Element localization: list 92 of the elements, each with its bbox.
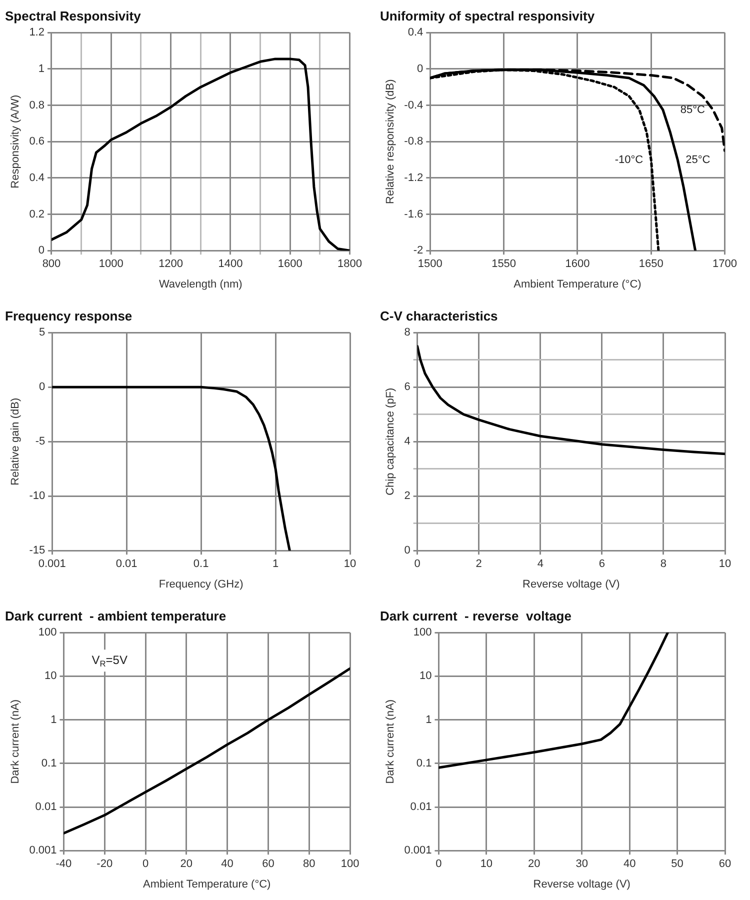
y-axis-title: Relative gain (dB)	[10, 398, 22, 486]
y-tick-label: 10	[419, 670, 432, 682]
x-tick-label: 1200	[158, 258, 184, 270]
x-tick-label: 1700	[712, 258, 738, 270]
series-label: 25°C	[686, 154, 710, 166]
y-tick-label: 0	[417, 62, 424, 75]
x-tick-label: 1500	[418, 258, 442, 270]
chart-title: C-V characteristics	[380, 308, 498, 324]
y-tick-label: 100	[38, 626, 57, 639]
series-label: 85°C	[680, 104, 706, 116]
y-tick-label: 0	[404, 544, 410, 557]
y-tick-label: -2	[413, 244, 424, 257]
chart-title: Frequency response	[5, 308, 132, 324]
y-tick-label: 1	[426, 714, 432, 726]
x-tick-label: 40	[221, 858, 234, 870]
y-tick-label: 0.8	[29, 99, 44, 112]
x-tick-label: 1600	[278, 258, 302, 270]
x-tick-label: -40	[56, 858, 72, 870]
y-tick-label: 0.01	[35, 801, 57, 814]
x-tick-label: 60	[718, 858, 732, 870]
y-tick-label: 6	[404, 381, 410, 394]
x-tick-label: 6	[598, 558, 605, 570]
y-tick-label: 5	[38, 326, 46, 339]
y-axis-title: Chip capacitance (pF)	[384, 388, 397, 496]
x-tick-label: 1	[272, 558, 279, 570]
y-tick-label: 0.4	[408, 26, 424, 39]
y-tick-label: 0.4	[29, 172, 44, 184]
x-tick-label: 40	[623, 858, 636, 870]
y-tick-label: -1.2	[404, 172, 424, 184]
y-axis-title: Responsivity (A/W)	[10, 94, 22, 188]
x-tick-label: 8	[660, 558, 667, 570]
y-tick-label: -1.6	[404, 208, 424, 220]
y-tick-label: 0	[38, 244, 44, 257]
series-label: -10°C	[614, 154, 644, 166]
x-tick-label: 1650	[638, 258, 664, 270]
x-tick-label: 0.01	[116, 558, 138, 570]
y-tick-label: 0.2	[29, 208, 44, 220]
x-tick-label: 1000	[98, 258, 124, 270]
y-tick-label: -5	[35, 436, 46, 448]
x-tick-label: 4	[537, 558, 544, 570]
x-tick-label: 50	[671, 858, 684, 870]
y-tick-label: 1.2	[29, 26, 44, 39]
y-tick-label: -10	[29, 490, 46, 502]
x-tick-label: 30	[576, 858, 588, 870]
y-tick-label: 1	[50, 714, 57, 726]
x-tick-label: 0	[142, 858, 149, 870]
x-tick-label: 800	[42, 258, 61, 270]
x-axis-title: Reverse voltage (V)	[522, 578, 620, 590]
chart-title: Dark current - ambient temperature	[5, 608, 226, 624]
chart-title: Spectral Responsivity	[5, 8, 142, 24]
y-tick-label: 0.1	[41, 757, 57, 770]
x-axis-title: Ambient Temperature (°C)	[143, 878, 271, 890]
chart-title: Dark current - reverse voltage	[380, 608, 572, 624]
x-tick-label: 0.1	[193, 558, 209, 570]
x-tick-label: 1800	[338, 258, 362, 270]
x-tick-label: 20	[528, 858, 540, 870]
x-tick-label: 80	[302, 858, 316, 870]
x-tick-label: 60	[262, 858, 274, 870]
x-tick-label: -20	[96, 858, 113, 870]
x-tick-label: 1400	[218, 258, 243, 270]
y-tick-label: 0.01	[410, 801, 432, 814]
x-tick-label: 20	[180, 858, 193, 870]
x-tick-label: 10	[344, 558, 356, 570]
y-tick-label: 0.1	[416, 757, 432, 770]
x-tick-label: 10	[480, 858, 493, 870]
x-tick-label: 1550	[492, 258, 516, 270]
y-tick-label: 8	[404, 326, 410, 339]
y-axis-title: Dark current (nA)	[384, 699, 397, 784]
y-tick-label: 0.6	[29, 136, 44, 148]
y-tick-label: 0	[38, 381, 46, 394]
y-tick-label: 1	[38, 62, 44, 75]
y-tick-label: 4	[404, 436, 410, 448]
x-tick-label: 1600	[565, 258, 590, 270]
y-axis-title: Dark current (nA)	[10, 699, 22, 784]
chart-title: Uniformity of spectral responsivity	[380, 8, 596, 24]
y-tick-label: 0.001	[29, 844, 57, 857]
x-tick-label: 0	[436, 858, 442, 870]
x-tick-label: 10	[718, 558, 732, 570]
x-tick-label: 2	[476, 558, 482, 570]
y-tick-label: 10	[44, 670, 57, 682]
y-tick-label: -15	[29, 544, 46, 557]
y-tick-label: 100	[413, 626, 432, 639]
x-axis-title: Frequency (GHz)	[158, 578, 244, 590]
x-axis-title: Reverse voltage (V)	[533, 878, 630, 890]
y-tick-label: -0.8	[404, 136, 424, 148]
x-axis-title: Ambient Temperature (°C)	[514, 278, 642, 290]
y-axis-title: Relative responsivity (dB)	[384, 79, 397, 204]
x-axis-title: Wavelength (nm)	[158, 278, 242, 290]
y-tick-label: 2	[404, 490, 410, 502]
x-tick-label: 100	[340, 858, 360, 870]
y-tick-label: 0.001	[404, 844, 432, 857]
y-tick-label: -0.4	[404, 99, 424, 112]
